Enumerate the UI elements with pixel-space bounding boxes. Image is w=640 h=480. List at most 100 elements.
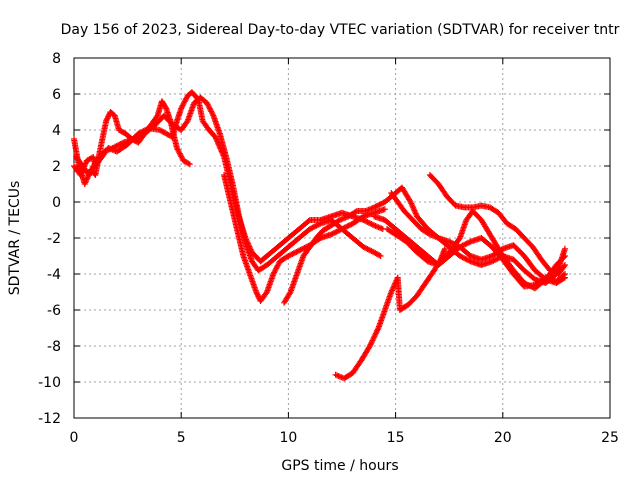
data-point [561, 253, 568, 259]
data-point [372, 331, 379, 338]
data-point [361, 244, 368, 251]
data-point [114, 142, 121, 149]
data-point [294, 248, 301, 255]
data-point [456, 253, 463, 259]
data-point [466, 239, 473, 246]
data-point [462, 241, 469, 248]
data-point [561, 263, 568, 270]
y-tick-label: 2 [52, 159, 61, 175]
data-point [332, 229, 339, 236]
data-point [139, 131, 146, 138]
data-point [493, 256, 500, 263]
data-point [365, 246, 372, 253]
data-point [289, 250, 296, 257]
data-point [113, 142, 120, 149]
x-tick-label: 10 [279, 430, 297, 446]
data-point [370, 336, 377, 343]
data-point [341, 224, 348, 231]
data-point [292, 249, 299, 256]
data-point [296, 247, 303, 254]
y-axis-label: SDTVAR / TECUs [7, 181, 23, 296]
data-point [490, 257, 497, 264]
data-point [110, 144, 117, 151]
x-tick-label: 0 [70, 430, 79, 446]
x-tick-label: 20 [494, 430, 512, 446]
data-point [337, 226, 344, 233]
x-tick-label: 25 [601, 430, 619, 446]
data-point [463, 256, 470, 263]
y-tick-label: -8 [47, 339, 61, 355]
data-point [425, 230, 432, 237]
x-tick-label: 15 [387, 430, 405, 446]
x-tick-labels: 0 5 10 15 20 25 [70, 430, 619, 446]
data-point [369, 248, 376, 255]
data-point [360, 244, 367, 250]
data-point [377, 201, 384, 208]
data-point [460, 241, 467, 248]
data-point [300, 245, 307, 252]
data-point [313, 222, 320, 229]
y-tick-label: 6 [52, 87, 61, 103]
data-point [162, 104, 169, 111]
data-point [376, 252, 383, 259]
data-point [373, 329, 380, 336]
y-tick-label: 0 [52, 195, 61, 211]
series-track-9 [426, 172, 568, 277]
data-point [308, 225, 315, 232]
series-track-10 [384, 226, 568, 290]
data-point [286, 252, 293, 259]
data-point [309, 224, 316, 231]
data-point [379, 200, 386, 207]
data-point [376, 201, 383, 208]
data-point [112, 143, 119, 150]
data-point [297, 246, 304, 253]
data-point [343, 223, 350, 230]
data-point [330, 230, 337, 237]
y-tick-label: -4 [47, 267, 61, 283]
data-point [375, 202, 382, 209]
data-point [368, 338, 375, 345]
data-point [381, 206, 388, 213]
data-point [347, 221, 354, 228]
data-point [298, 246, 305, 253]
data-point [136, 133, 143, 140]
data-point [186, 161, 193, 168]
data-point [463, 240, 470, 247]
data-point [446, 238, 453, 245]
data-point [561, 262, 568, 268]
y-tick-labels: -12 -10 -8 -6 -4 -2 0 2 4 6 8 [38, 51, 61, 427]
data-point [459, 254, 466, 261]
data-point [372, 203, 379, 210]
data-point [441, 245, 448, 252]
data-point [185, 160, 192, 167]
data-point [372, 330, 379, 337]
y-tick-label: 4 [52, 123, 61, 139]
data-point [460, 255, 467, 262]
data-point [329, 230, 336, 237]
data-point [369, 337, 376, 344]
data-point [306, 226, 313, 232]
data-point [464, 257, 471, 264]
data-point [369, 221, 376, 228]
y-tick-label: 8 [52, 51, 61, 67]
data-point [117, 140, 124, 147]
data-point [310, 223, 317, 230]
data-point [368, 340, 375, 347]
data-point [367, 247, 374, 254]
chart-title: Day 156 of 2023, Sidereal Day-to-day VTE… [61, 22, 620, 38]
data-point [116, 141, 123, 148]
data-point [363, 218, 370, 225]
data-point [328, 231, 335, 238]
data-point [466, 257, 473, 264]
data-point [561, 245, 568, 252]
data-point [137, 132, 144, 139]
x-tick-label: 5 [177, 430, 186, 446]
data-point [367, 341, 374, 348]
data-point [464, 239, 471, 246]
data-point [344, 223, 351, 230]
data-point [367, 220, 374, 227]
data-point [456, 244, 463, 250]
data-point [336, 227, 343, 234]
data-point [288, 251, 295, 258]
